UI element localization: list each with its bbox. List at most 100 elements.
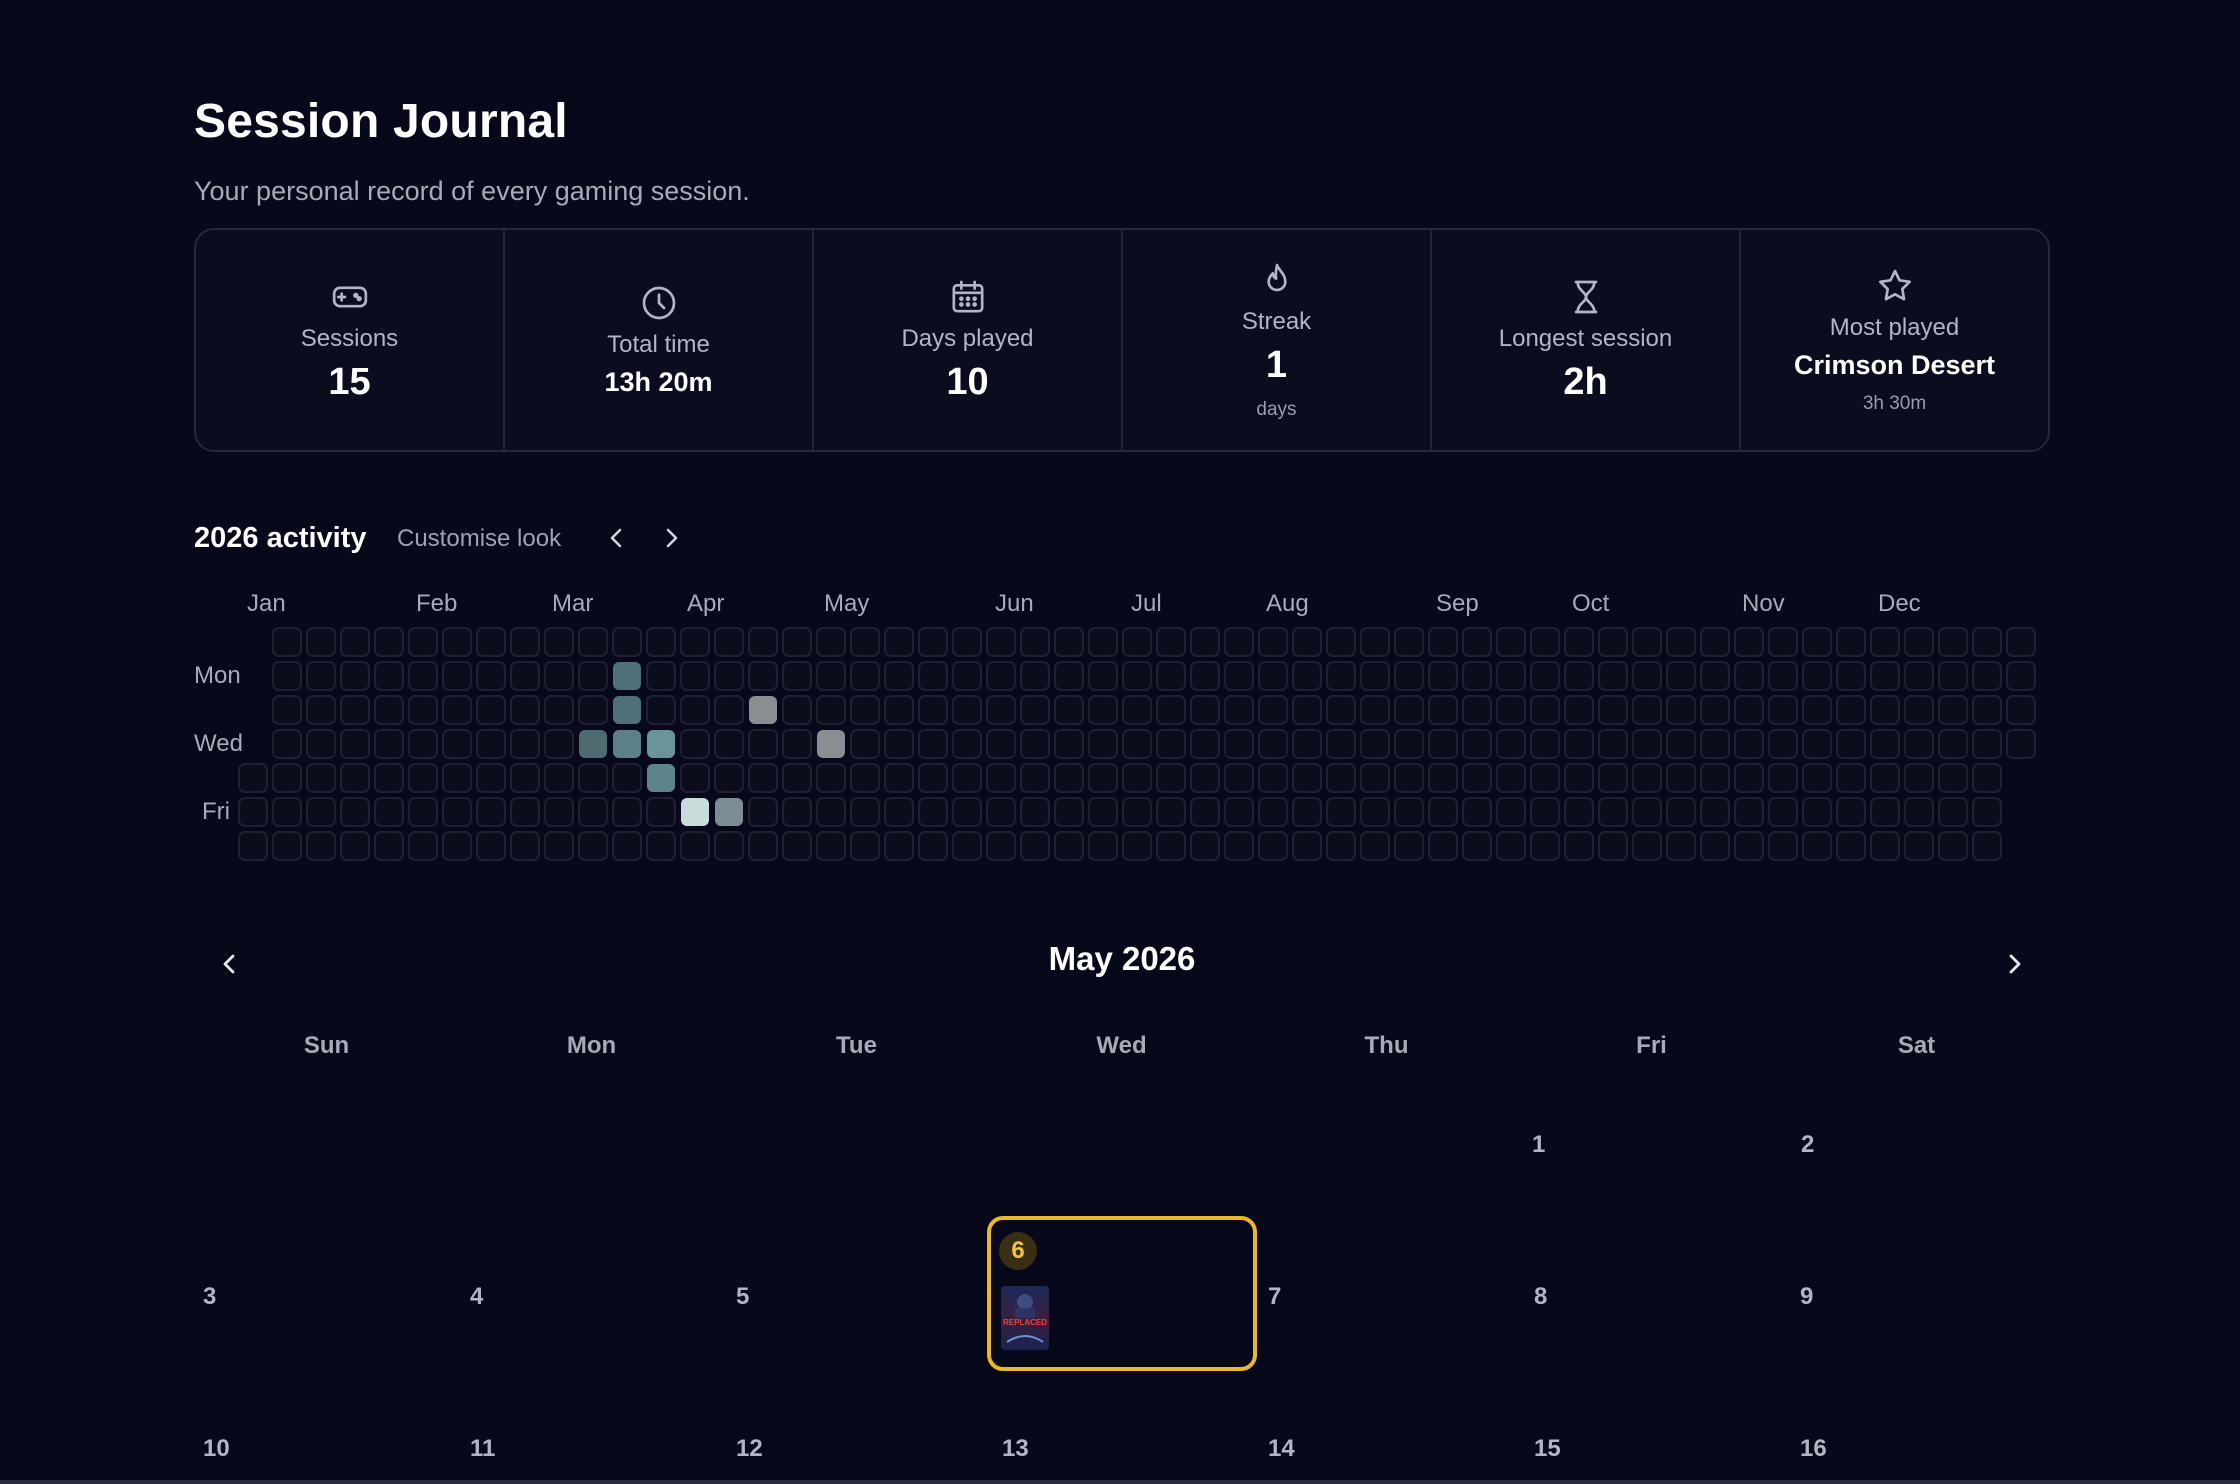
calendar-day[interactable]: 9: [1800, 1283, 1814, 1310]
calendar-day[interactable]: 1: [1532, 1131, 1546, 1158]
activity-cell: [1700, 661, 1730, 691]
calendar-day[interactable]: 4: [470, 1283, 484, 1310]
activity-cell: [1088, 695, 1118, 725]
activity-cell: [374, 627, 404, 657]
activity-cell: [442, 627, 472, 657]
activity-cell: [1972, 763, 2002, 793]
stat-label: Longest session: [1498, 324, 1673, 352]
weekday-label: Wed: [1096, 1032, 1147, 1059]
calendar-day[interactable]: 2: [1801, 1131, 1815, 1158]
activity-cell: [1496, 627, 1526, 657]
calendar-day[interactable]: 15: [1534, 1435, 1561, 1462]
activity-cell-active[interactable]: [647, 730, 675, 758]
activity-next-icon[interactable]: [658, 520, 686, 556]
activity-cell: [1530, 831, 1560, 861]
activity-cell: [1258, 831, 1288, 861]
activity-cell: [1530, 695, 1560, 725]
activity-cell-active[interactable]: [749, 696, 777, 724]
activity-cell: [952, 627, 982, 657]
calendar-day[interactable]: 10: [203, 1435, 230, 1462]
calendar-day[interactable]: 16: [1800, 1435, 1827, 1462]
activity-cell: [782, 763, 812, 793]
activity-cell: [578, 763, 608, 793]
activity-cell: [1190, 729, 1220, 759]
activity-cell: [1564, 831, 1594, 861]
activity-cell-active[interactable]: [613, 730, 641, 758]
activity-cell: [510, 695, 540, 725]
activity-cell: [1598, 831, 1628, 861]
activity-cell: [1292, 661, 1322, 691]
calendar-day[interactable]: 14: [1268, 1435, 1295, 1462]
activity-cell-active[interactable]: [579, 730, 607, 758]
activity-cell: [1394, 763, 1424, 793]
activity-cell: [408, 627, 438, 657]
activity-cell: [1836, 695, 1866, 725]
activity-cell-active[interactable]: [647, 764, 675, 792]
calendar-next-icon[interactable]: [1996, 946, 2032, 982]
activity-cell-active[interactable]: [613, 662, 641, 690]
activity-cell: [1394, 661, 1424, 691]
activity-cell: [782, 695, 812, 725]
flame-icon: [1266, 263, 1287, 291]
activity-cell: [918, 695, 948, 725]
activity-cell: [986, 661, 1016, 691]
activity-cell: [1394, 797, 1424, 827]
activity-cell: [1802, 797, 1832, 827]
activity-cell: [1360, 831, 1390, 861]
activity-cell: [1904, 797, 1934, 827]
calendar-prev-icon[interactable]: [212, 946, 248, 982]
activity-cell: [1938, 729, 1968, 759]
activity-cell: [1054, 831, 1084, 861]
activity-cell: [476, 797, 506, 827]
calendar-day[interactable]: 12: [736, 1435, 763, 1462]
activity-cell: [510, 627, 540, 657]
calendar-day-today[interactable]: 6 REPLACED: [987, 1216, 1257, 1371]
activity-cell: [1054, 627, 1084, 657]
calendar-day[interactable]: 13: [1002, 1435, 1029, 1462]
activity-cell: [1088, 763, 1118, 793]
calendar-day[interactable]: 3: [203, 1283, 217, 1310]
activity-cell: [306, 763, 336, 793]
activity-cell: [1156, 695, 1186, 725]
calendar-day[interactable]: 5: [736, 1283, 750, 1310]
activity-cell: [1496, 661, 1526, 691]
activity-cell: [510, 797, 540, 827]
game-thumbnail[interactable]: REPLACED: [1001, 1286, 1049, 1350]
stat-longest-session: Longest session 2h: [1432, 230, 1741, 450]
activity-cell: [1598, 729, 1628, 759]
customise-look-button[interactable]: Customise look: [397, 525, 562, 552]
activity-cell: [1836, 797, 1866, 827]
activity-cell: [918, 797, 948, 827]
activity-cell: [952, 797, 982, 827]
calendar-day[interactable]: 7: [1268, 1283, 1282, 1310]
clock-icon: [642, 286, 675, 319]
activity-cell-active[interactable]: [817, 730, 845, 758]
activity-cell-active[interactable]: [613, 696, 641, 724]
activity-cell: [408, 797, 438, 827]
activity-cell: [408, 729, 438, 759]
activity-cell: [442, 797, 472, 827]
activity-cell: [1666, 695, 1696, 725]
stat-value: 13h 20m: [604, 366, 713, 397]
activity-cell: [1088, 831, 1118, 861]
activity-cell: [1360, 695, 1390, 725]
activity-cell: [408, 831, 438, 861]
stat-label: Streak: [1241, 307, 1312, 335]
calendar-day[interactable]: 8: [1534, 1283, 1548, 1310]
activity-cell: [1224, 695, 1254, 725]
activity-cell: [1870, 831, 1900, 861]
activity-title: 2026 activity: [194, 522, 367, 554]
activity-prev-icon[interactable]: [602, 520, 630, 556]
activity-cell: [476, 695, 506, 725]
activity-cell: [816, 661, 846, 691]
stat-value: Crimson Desert: [1793, 349, 1996, 380]
activity-cell-active[interactable]: [715, 798, 743, 826]
star-icon: [1878, 269, 1911, 300]
activity-cell: [714, 729, 744, 759]
activity-cell: [680, 627, 710, 657]
activity-cell: [680, 763, 710, 793]
calendar-day[interactable]: 11: [470, 1435, 496, 1462]
activity-cell: [1224, 627, 1254, 657]
activity-cell-active[interactable]: [681, 798, 709, 826]
stat-value: 1: [1265, 343, 1288, 386]
